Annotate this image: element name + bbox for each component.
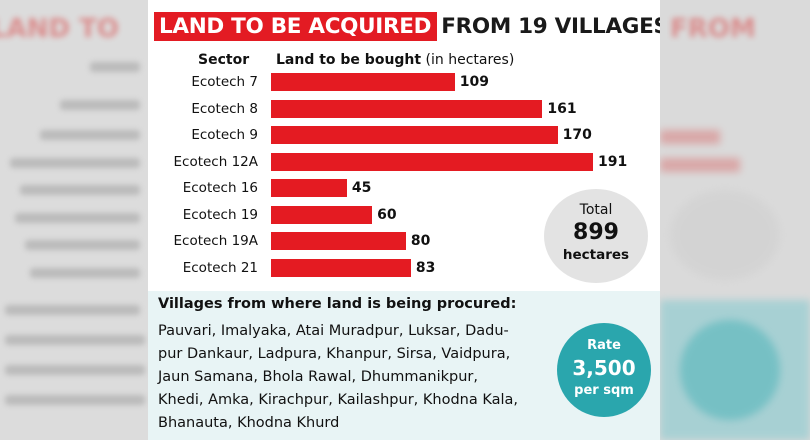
villages-heading: Villages from where land is being procur… [158,296,517,312]
bar-category-label: Ecotech 21 [182,259,258,276]
villages-line: Bhanauta, Khodna Khurd [158,415,340,431]
unit-header-label: (in hectares) [425,52,515,68]
bar-value-label: 83 [415,259,436,276]
bar-value-label: 45 [351,180,372,196]
bar [271,258,411,277]
rate-unit: per sqm [574,383,634,398]
rate-label: Rate [587,338,621,353]
bar [271,152,593,171]
rate-badge: Rate 3,500 per sqm [557,323,651,417]
bar-value-label: 161 [547,100,577,117]
backdrop-right: FROM [660,0,810,440]
total-unit: hectares [562,247,630,263]
villages-line: pur Dankaur, Ladpura, Khanpur, Sirsa, Va… [158,346,511,362]
infographic-card: LAND TO BE ACQUIRED FROM 19 VILLAGES Sect… [148,0,660,440]
villages-line: Pauvari, Imalyaka, Atai Muradpur, Luksar… [158,323,509,339]
bar [271,99,543,118]
bar [271,179,347,197]
bar-value-label: 80 [410,233,431,249]
bar-category-label: Ecotech 8 [191,100,258,117]
title-rest: FROM 19 VILLAGES [441,14,660,39]
bar-category-label: Ecotech 9 [191,127,258,143]
total-label: Total [579,202,613,218]
title-highlight: LAND TO BE ACQUIRED [154,12,438,41]
villages-line: Khedi, Amka, Kirachpur, Kailashpur, Khod… [158,392,519,408]
sector-column-header: Sector [198,52,250,68]
rate-value: 3,500 [572,356,636,380]
bar [271,126,558,144]
chart-title: LAND TO BE ACQUIRED FROM 19 VILLAGES [154,9,660,44]
bar [271,73,455,91]
bar-category-label: Ecotech 16 [182,180,258,196]
amount-header-label: Land to be bought [276,52,422,68]
bar-category-label: Ecotech 19 [182,206,258,223]
villages-panel: Villages from where land is being procur… [148,291,660,440]
bar-value-label: 170 [562,127,592,143]
bar [271,232,406,250]
bar [271,205,373,224]
bar-category-label: Ecotech 19A [173,233,259,249]
bar-value-label: 60 [377,206,397,223]
bar-value-label: 191 [598,153,628,170]
bar-value-label: 109 [459,74,489,90]
total-value: 899 [573,220,619,245]
amount-column-header: Land to be bought (in hectares) [276,52,514,68]
villages-line: Jaun Samana, Bhola Rawal, Dhummanikpur, [158,369,478,385]
bar-category-label: Ecotech 12A [173,153,259,170]
total-badge: Total 899 hectares [544,189,648,283]
bar-category-label: Ecotech 7 [191,74,258,90]
backdrop-left: LAND TO [0,0,150,440]
